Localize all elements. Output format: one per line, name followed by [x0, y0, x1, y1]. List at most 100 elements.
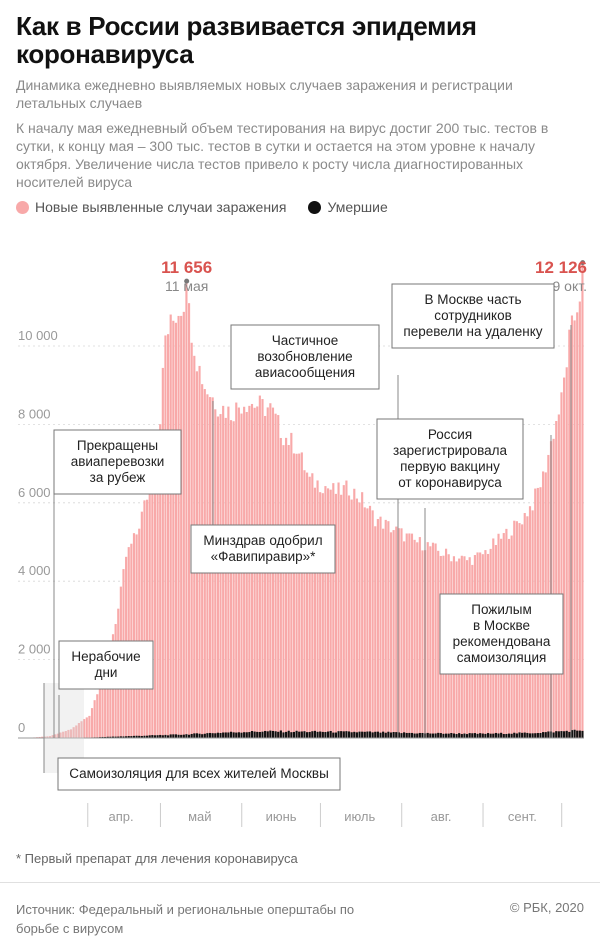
cases-bar	[167, 334, 170, 738]
annotation-line: зарегистрировала	[393, 443, 508, 458]
deaths-bar	[287, 730, 290, 738]
y-tick-label: 8 000	[18, 406, 51, 421]
cases-bar	[83, 719, 86, 738]
deaths-bar	[447, 733, 450, 738]
deaths-bar	[439, 733, 442, 738]
deaths-bar	[576, 730, 579, 738]
cases-bar	[287, 445, 290, 738]
deaths-bar	[416, 733, 419, 738]
deaths-bar	[279, 730, 282, 738]
cases-bar	[376, 519, 379, 738]
deaths-bar	[476, 733, 479, 738]
annotation-line: возобновление	[257, 349, 352, 364]
deaths-bar	[544, 732, 547, 738]
deaths-bar	[140, 735, 143, 738]
deaths-bar	[222, 732, 225, 738]
deaths-bar	[452, 733, 456, 738]
deaths-bar	[434, 733, 437, 738]
deaths-bar	[111, 736, 115, 738]
epidemic-chart: 0 2 000 4 000 6 000 8 000 10 000 апр. май июнь ию…	[18, 258, 587, 827]
annotation-line: Прекращены	[77, 438, 158, 453]
cases-bar	[51, 735, 54, 738]
cases-bar	[72, 727, 75, 738]
deaths-bar	[240, 732, 243, 738]
deaths-bar	[581, 730, 584, 738]
deaths-bar	[203, 733, 206, 738]
deaths-bar	[437, 732, 440, 738]
cases-bar	[67, 729, 70, 738]
cases-bar	[421, 550, 424, 738]
cases-bar	[565, 367, 568, 738]
cases-bar	[277, 415, 280, 738]
deaths-bar	[379, 732, 382, 738]
deaths-bar	[198, 733, 201, 738]
cases-bar	[153, 472, 157, 738]
deaths-bar	[290, 732, 293, 738]
deaths-bar	[486, 733, 490, 738]
cases-bar	[88, 715, 91, 738]
cases-bar	[334, 493, 337, 738]
cases-bar	[143, 500, 146, 738]
cases-bar	[308, 476, 311, 738]
annotation-line: авиаперевозки	[71, 454, 165, 469]
cases-bar	[395, 526, 398, 738]
deaths-bar	[248, 732, 251, 738]
annotation-line: от коронавируса	[398, 475, 502, 490]
deaths-bar	[518, 732, 521, 738]
deaths-bar	[146, 735, 149, 738]
cases-bar	[345, 480, 348, 738]
cases-bar	[245, 411, 248, 738]
deaths-bar	[421, 732, 424, 738]
cases-bar	[264, 415, 267, 738]
cases-bar	[101, 677, 104, 738]
cases-bar	[187, 303, 191, 738]
chart-subtitle: Динамика ежедневно выявляемых новых случ…	[16, 77, 513, 111]
cases-bar	[138, 528, 141, 738]
cases-bar	[140, 511, 143, 738]
deaths-bar	[148, 735, 151, 738]
cases-bar	[570, 315, 574, 738]
y-tick-label: 10 000	[18, 328, 58, 343]
cases-bar	[332, 483, 335, 738]
deaths-bar	[484, 733, 487, 738]
cases-bar	[374, 526, 377, 738]
cases-bar	[185, 281, 188, 738]
cases-bar	[216, 416, 219, 738]
annotation-line: самоизоляция	[457, 650, 547, 665]
deaths-bar	[292, 731, 296, 738]
deaths-bar	[570, 730, 574, 738]
deaths-bar	[243, 732, 246, 738]
x-month-label: апр.	[109, 809, 134, 824]
deaths-bar	[195, 733, 198, 738]
deaths-bar	[159, 734, 162, 738]
deaths-bar	[258, 732, 261, 738]
footer-divider	[0, 882, 600, 883]
annotation-box	[53, 429, 182, 495]
cases-bar	[64, 731, 67, 738]
cases-bar	[132, 533, 136, 738]
annotation-line: Минздрав одобрил	[203, 533, 322, 548]
footnote: * Первый препарат для лечения коронавиру…	[16, 851, 298, 866]
deaths-bar	[245, 732, 248, 738]
cases-bar	[232, 421, 235, 738]
cases-bar	[576, 312, 579, 738]
deaths-bar	[269, 730, 272, 738]
deaths-bar	[547, 731, 550, 738]
deaths-bar	[271, 730, 275, 738]
deaths-bar	[143, 735, 146, 738]
cases-bar	[563, 377, 566, 738]
deaths-bar	[500, 732, 503, 738]
deaths-bar	[125, 736, 128, 738]
cases-bar	[69, 729, 73, 738]
deaths-bar	[471, 733, 474, 738]
annotation-text: Пожилым в Москве рекомендована самоизоляция	[453, 602, 551, 665]
cases-bar	[164, 335, 167, 738]
cases-bar	[400, 528, 403, 738]
cases-bar	[358, 502, 361, 738]
cases-bar	[361, 492, 364, 738]
annotation-text: Частичное возобновление авиасообщения	[255, 333, 355, 380]
deaths-bar	[497, 733, 500, 738]
annotation-vaccine: Россия зарегистрировала первую вакцину от к…	[376, 418, 524, 500]
deaths-bar	[395, 732, 398, 738]
cases-bar	[156, 458, 159, 738]
